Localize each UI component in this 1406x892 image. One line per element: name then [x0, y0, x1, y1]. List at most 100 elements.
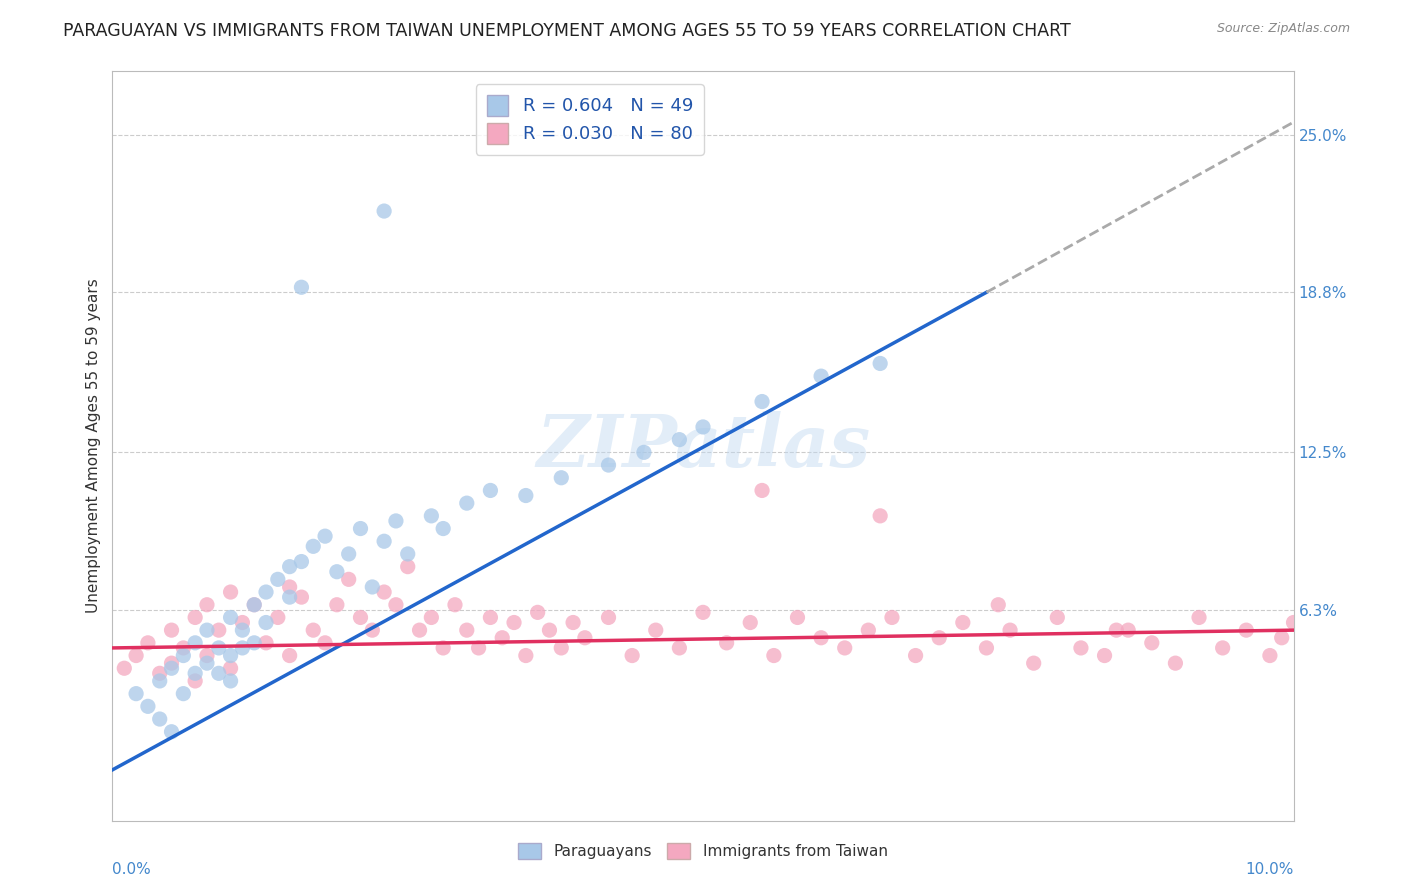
- Point: [740, 615, 762, 630]
- Point: [337, 572, 360, 586]
- Point: [467, 640, 489, 655]
- Point: [479, 610, 502, 624]
- Point: [503, 615, 526, 630]
- Point: [337, 547, 360, 561]
- Point: [633, 445, 655, 459]
- Point: [290, 280, 312, 294]
- Point: [267, 572, 290, 586]
- Point: [396, 559, 419, 574]
- Point: [562, 615, 585, 630]
- Point: [373, 204, 395, 219]
- Point: [432, 640, 454, 655]
- Point: [254, 615, 277, 630]
- Point: [136, 699, 159, 714]
- Point: [762, 648, 785, 663]
- Point: [278, 648, 301, 663]
- Point: [314, 529, 336, 543]
- Point: [574, 631, 596, 645]
- Point: [880, 610, 903, 624]
- Point: [598, 610, 620, 624]
- Point: [219, 610, 242, 624]
- Text: Source: ZipAtlas.com: Source: ZipAtlas.com: [1216, 22, 1350, 36]
- Point: [172, 640, 194, 655]
- Point: [184, 636, 207, 650]
- Point: [408, 623, 430, 637]
- Point: [1282, 615, 1305, 630]
- Point: [136, 636, 159, 650]
- Point: [1164, 656, 1187, 670]
- Point: [243, 598, 266, 612]
- Point: [208, 623, 231, 637]
- Point: [278, 590, 301, 604]
- Point: [1046, 610, 1069, 624]
- Point: [195, 623, 218, 637]
- Point: [952, 615, 974, 630]
- Point: [1140, 636, 1163, 650]
- Point: [231, 615, 253, 630]
- Point: [172, 687, 194, 701]
- Point: [326, 598, 349, 612]
- Point: [208, 640, 231, 655]
- Point: [278, 559, 301, 574]
- Point: [254, 585, 277, 599]
- Point: [987, 598, 1010, 612]
- Point: [538, 623, 561, 637]
- Point: [302, 623, 325, 637]
- Point: [231, 623, 253, 637]
- Point: [1094, 648, 1116, 663]
- Point: [644, 623, 666, 637]
- Point: [361, 623, 384, 637]
- Point: [160, 656, 183, 670]
- Point: [373, 585, 395, 599]
- Point: [219, 585, 242, 599]
- Point: [243, 598, 266, 612]
- Point: [373, 534, 395, 549]
- Point: [668, 640, 690, 655]
- Point: [1212, 640, 1234, 655]
- Point: [290, 590, 312, 604]
- Point: [195, 648, 218, 663]
- Point: [810, 369, 832, 384]
- Point: [1258, 648, 1281, 663]
- Point: [1105, 623, 1128, 637]
- Point: [195, 656, 218, 670]
- Point: [349, 522, 371, 536]
- Point: [1116, 623, 1139, 637]
- Point: [149, 666, 172, 681]
- Point: [526, 606, 548, 620]
- Point: [515, 489, 537, 503]
- Point: [751, 483, 773, 498]
- Point: [420, 508, 443, 523]
- Point: [491, 631, 513, 645]
- Point: [515, 648, 537, 663]
- Point: [869, 508, 891, 523]
- Point: [550, 640, 572, 655]
- Point: [432, 522, 454, 536]
- Point: [998, 623, 1021, 637]
- Legend: Paraguayans, Immigrants from Taiwan: Paraguayans, Immigrants from Taiwan: [512, 838, 894, 865]
- Point: [456, 496, 478, 510]
- Point: [160, 661, 183, 675]
- Point: [290, 555, 312, 569]
- Point: [361, 580, 384, 594]
- Point: [456, 623, 478, 637]
- Point: [267, 610, 290, 624]
- Point: [396, 547, 419, 561]
- Point: [219, 661, 242, 675]
- Point: [1022, 656, 1045, 670]
- Point: [125, 648, 148, 663]
- Point: [326, 565, 349, 579]
- Point: [928, 631, 950, 645]
- Point: [692, 606, 714, 620]
- Point: [219, 673, 242, 688]
- Point: [254, 636, 277, 650]
- Point: [385, 598, 408, 612]
- Point: [160, 623, 183, 637]
- Point: [231, 640, 253, 655]
- Point: [1271, 631, 1294, 645]
- Text: 0.0%: 0.0%: [112, 862, 152, 877]
- Point: [550, 471, 572, 485]
- Point: [668, 433, 690, 447]
- Point: [1234, 623, 1257, 637]
- Point: [385, 514, 408, 528]
